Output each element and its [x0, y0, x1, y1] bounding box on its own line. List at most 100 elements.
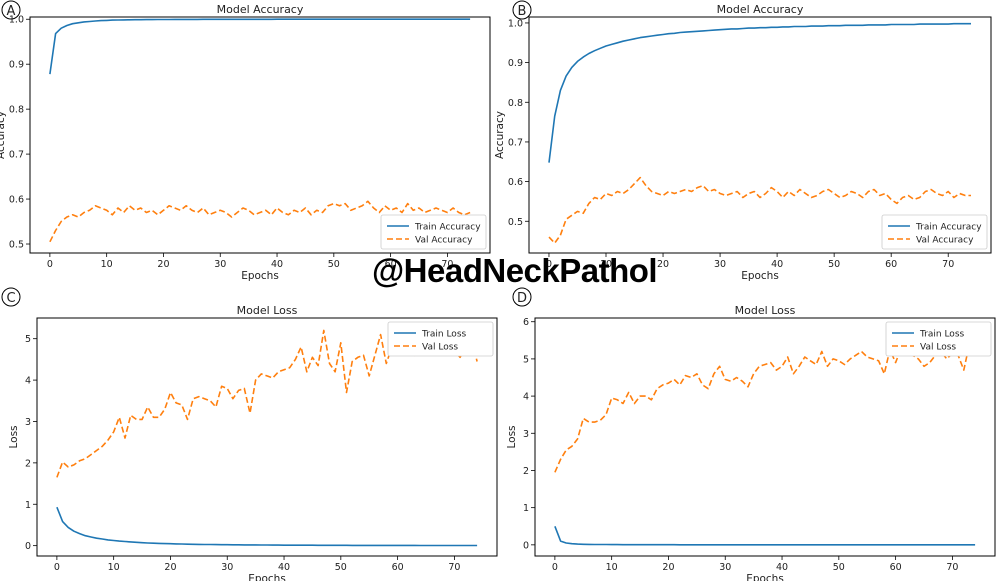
- y-tick-label: 1: [25, 500, 31, 511]
- y-tick-label: 0.6: [9, 195, 24, 206]
- x-tick-label: 50: [335, 562, 347, 573]
- x-tick-label: 50: [328, 259, 340, 270]
- x-tick-label: 10: [606, 562, 618, 573]
- x-tick-label: 60: [392, 562, 404, 573]
- x-tick-label: 70: [942, 259, 954, 270]
- chart-panel-d: D Model Loss 0 10 20 30 40 50 60 70 0 1 2 3 4 5 6 Epochs L…: [506, 287, 996, 581]
- x-tick-label: 20: [657, 259, 669, 270]
- series-line-train-loss: [56, 506, 478, 547]
- x-axis-label: Epochs: [746, 573, 784, 581]
- y-tick-label: 0.5: [9, 240, 24, 251]
- y-tick-label: 5: [523, 354, 529, 365]
- y-tick-label: 6: [523, 317, 529, 328]
- y-axis-label: Loss: [8, 425, 20, 448]
- y-tick-label: 1.0: [508, 18, 523, 29]
- y-tick-label: 0.9: [9, 60, 24, 71]
- y-tick-label: 4: [25, 376, 31, 387]
- chart-panel-a: A Model Accuracy 0 10 20 30 40 50 60 70 0.5 0.6 0.7 0…: [0, 0, 491, 282]
- panel-badge-circle: [1, 287, 21, 307]
- y-tick-label: 0.9: [508, 58, 523, 69]
- x-tick-label: 60: [890, 562, 902, 573]
- y-axis-label: Loss: [506, 425, 518, 448]
- x-tick-label: 0: [552, 562, 558, 573]
- x-tick-label: 20: [662, 562, 674, 573]
- legend: Train Accuracy Val Accuracy: [881, 214, 988, 250]
- series-line-val-loss: [554, 343, 976, 473]
- x-tick-label: 40: [271, 259, 283, 270]
- series-line-train-accuracy: [548, 22, 971, 163]
- chart-panel-c: C Model Loss 0 10 20 30 40 50 60 70 0 1 2 3 4 5 Epochs Lo…: [1, 287, 498, 581]
- x-tick-label: 10: [108, 562, 120, 573]
- chart-title: Model Loss: [237, 304, 298, 317]
- x-tick-label: 10: [101, 259, 113, 270]
- y-tick-label: 1: [523, 503, 529, 514]
- x-axis-label: Epochs: [741, 270, 779, 282]
- plot-frame: [36, 317, 498, 557]
- x-tick-label: 0: [47, 259, 53, 270]
- y-tick-label: 0.8: [508, 98, 523, 109]
- x-tick-label: 70: [441, 259, 453, 270]
- legend-box: [881, 214, 988, 250]
- y-axis-label: Accuracy: [494, 111, 506, 159]
- legend-box: [387, 321, 494, 357]
- y-tick-label: 2: [25, 458, 31, 469]
- x-tick-label: 0: [546, 259, 552, 270]
- x-tick-label: 10: [600, 259, 612, 270]
- series-line-train-loss: [554, 526, 976, 546]
- legend-entry: Train Loss: [421, 330, 467, 340]
- x-tick-label: 30: [221, 562, 233, 573]
- plot-frame: [29, 16, 491, 254]
- panel-badge-circle: [512, 287, 532, 307]
- chart-title: Model Accuracy: [217, 3, 304, 16]
- y-tick-label: 3: [25, 417, 31, 428]
- y-tick-label: 0: [25, 541, 31, 552]
- x-tick-label: 40: [278, 562, 290, 573]
- legend: Train Accuracy Val Accuracy: [380, 214, 487, 250]
- legend-entry: Val Accuracy: [916, 236, 974, 246]
- x-tick-label: 20: [157, 259, 169, 270]
- plot-frame: [528, 16, 992, 254]
- y-tick-label: 0.7: [9, 150, 24, 161]
- watermark-text: @HeadNeckPathol: [372, 252, 658, 289]
- y-tick-label: 0: [523, 540, 529, 551]
- y-tick-label: 4: [523, 392, 529, 403]
- legend-entry: Val Loss: [422, 343, 458, 353]
- x-tick-label: 70: [946, 562, 958, 573]
- x-axis-label: Epochs: [241, 270, 279, 282]
- x-tick-label: 20: [164, 562, 176, 573]
- legend-entry: Val Accuracy: [415, 236, 473, 246]
- y-tick-label: 0.6: [508, 177, 523, 188]
- y-tick-label: 1.0: [9, 15, 24, 26]
- plot-frame: [534, 317, 996, 557]
- chart-title: Model Loss: [735, 304, 796, 317]
- y-tick-label: 2: [523, 466, 529, 477]
- x-axis-label: Epochs: [248, 573, 286, 581]
- series-line-train-accuracy: [49, 18, 471, 75]
- chart-panel-b: B Model Accuracy 0 10 20 30 40 50 60 70 0.5 0.6 0.7 0…: [494, 0, 992, 282]
- legend-entry: Train Accuracy: [414, 223, 481, 233]
- x-tick-label: 30: [719, 562, 731, 573]
- chart-title: Model Accuracy: [717, 3, 804, 16]
- x-tick-label: 40: [771, 259, 783, 270]
- panel-badge-circle: [512, 0, 532, 20]
- x-tick-label: 70: [448, 562, 460, 573]
- legend-box: [885, 321, 992, 357]
- y-axis-label: Accuracy: [0, 111, 7, 159]
- x-tick-label: 60: [885, 259, 897, 270]
- y-tick-label: 0.7: [508, 137, 523, 148]
- x-tick-label: 30: [214, 259, 226, 270]
- x-tick-label: 30: [714, 259, 726, 270]
- series-line-val-accuracy: [49, 200, 471, 243]
- y-tick-label: 0.8: [9, 105, 24, 116]
- panel-label: D: [517, 291, 527, 306]
- x-tick-label: 0: [54, 562, 60, 573]
- x-tick-label: 50: [833, 562, 845, 573]
- y-tick-label: 5: [25, 334, 31, 345]
- x-tick-label: 60: [385, 259, 397, 270]
- y-tick-label: 3: [523, 429, 529, 440]
- legend: Train Loss Val Loss: [885, 321, 992, 357]
- y-tick-label: 0.5: [508, 217, 523, 228]
- legend-entry: Val Loss: [920, 343, 956, 353]
- legend-entry: Train Accuracy: [915, 223, 982, 233]
